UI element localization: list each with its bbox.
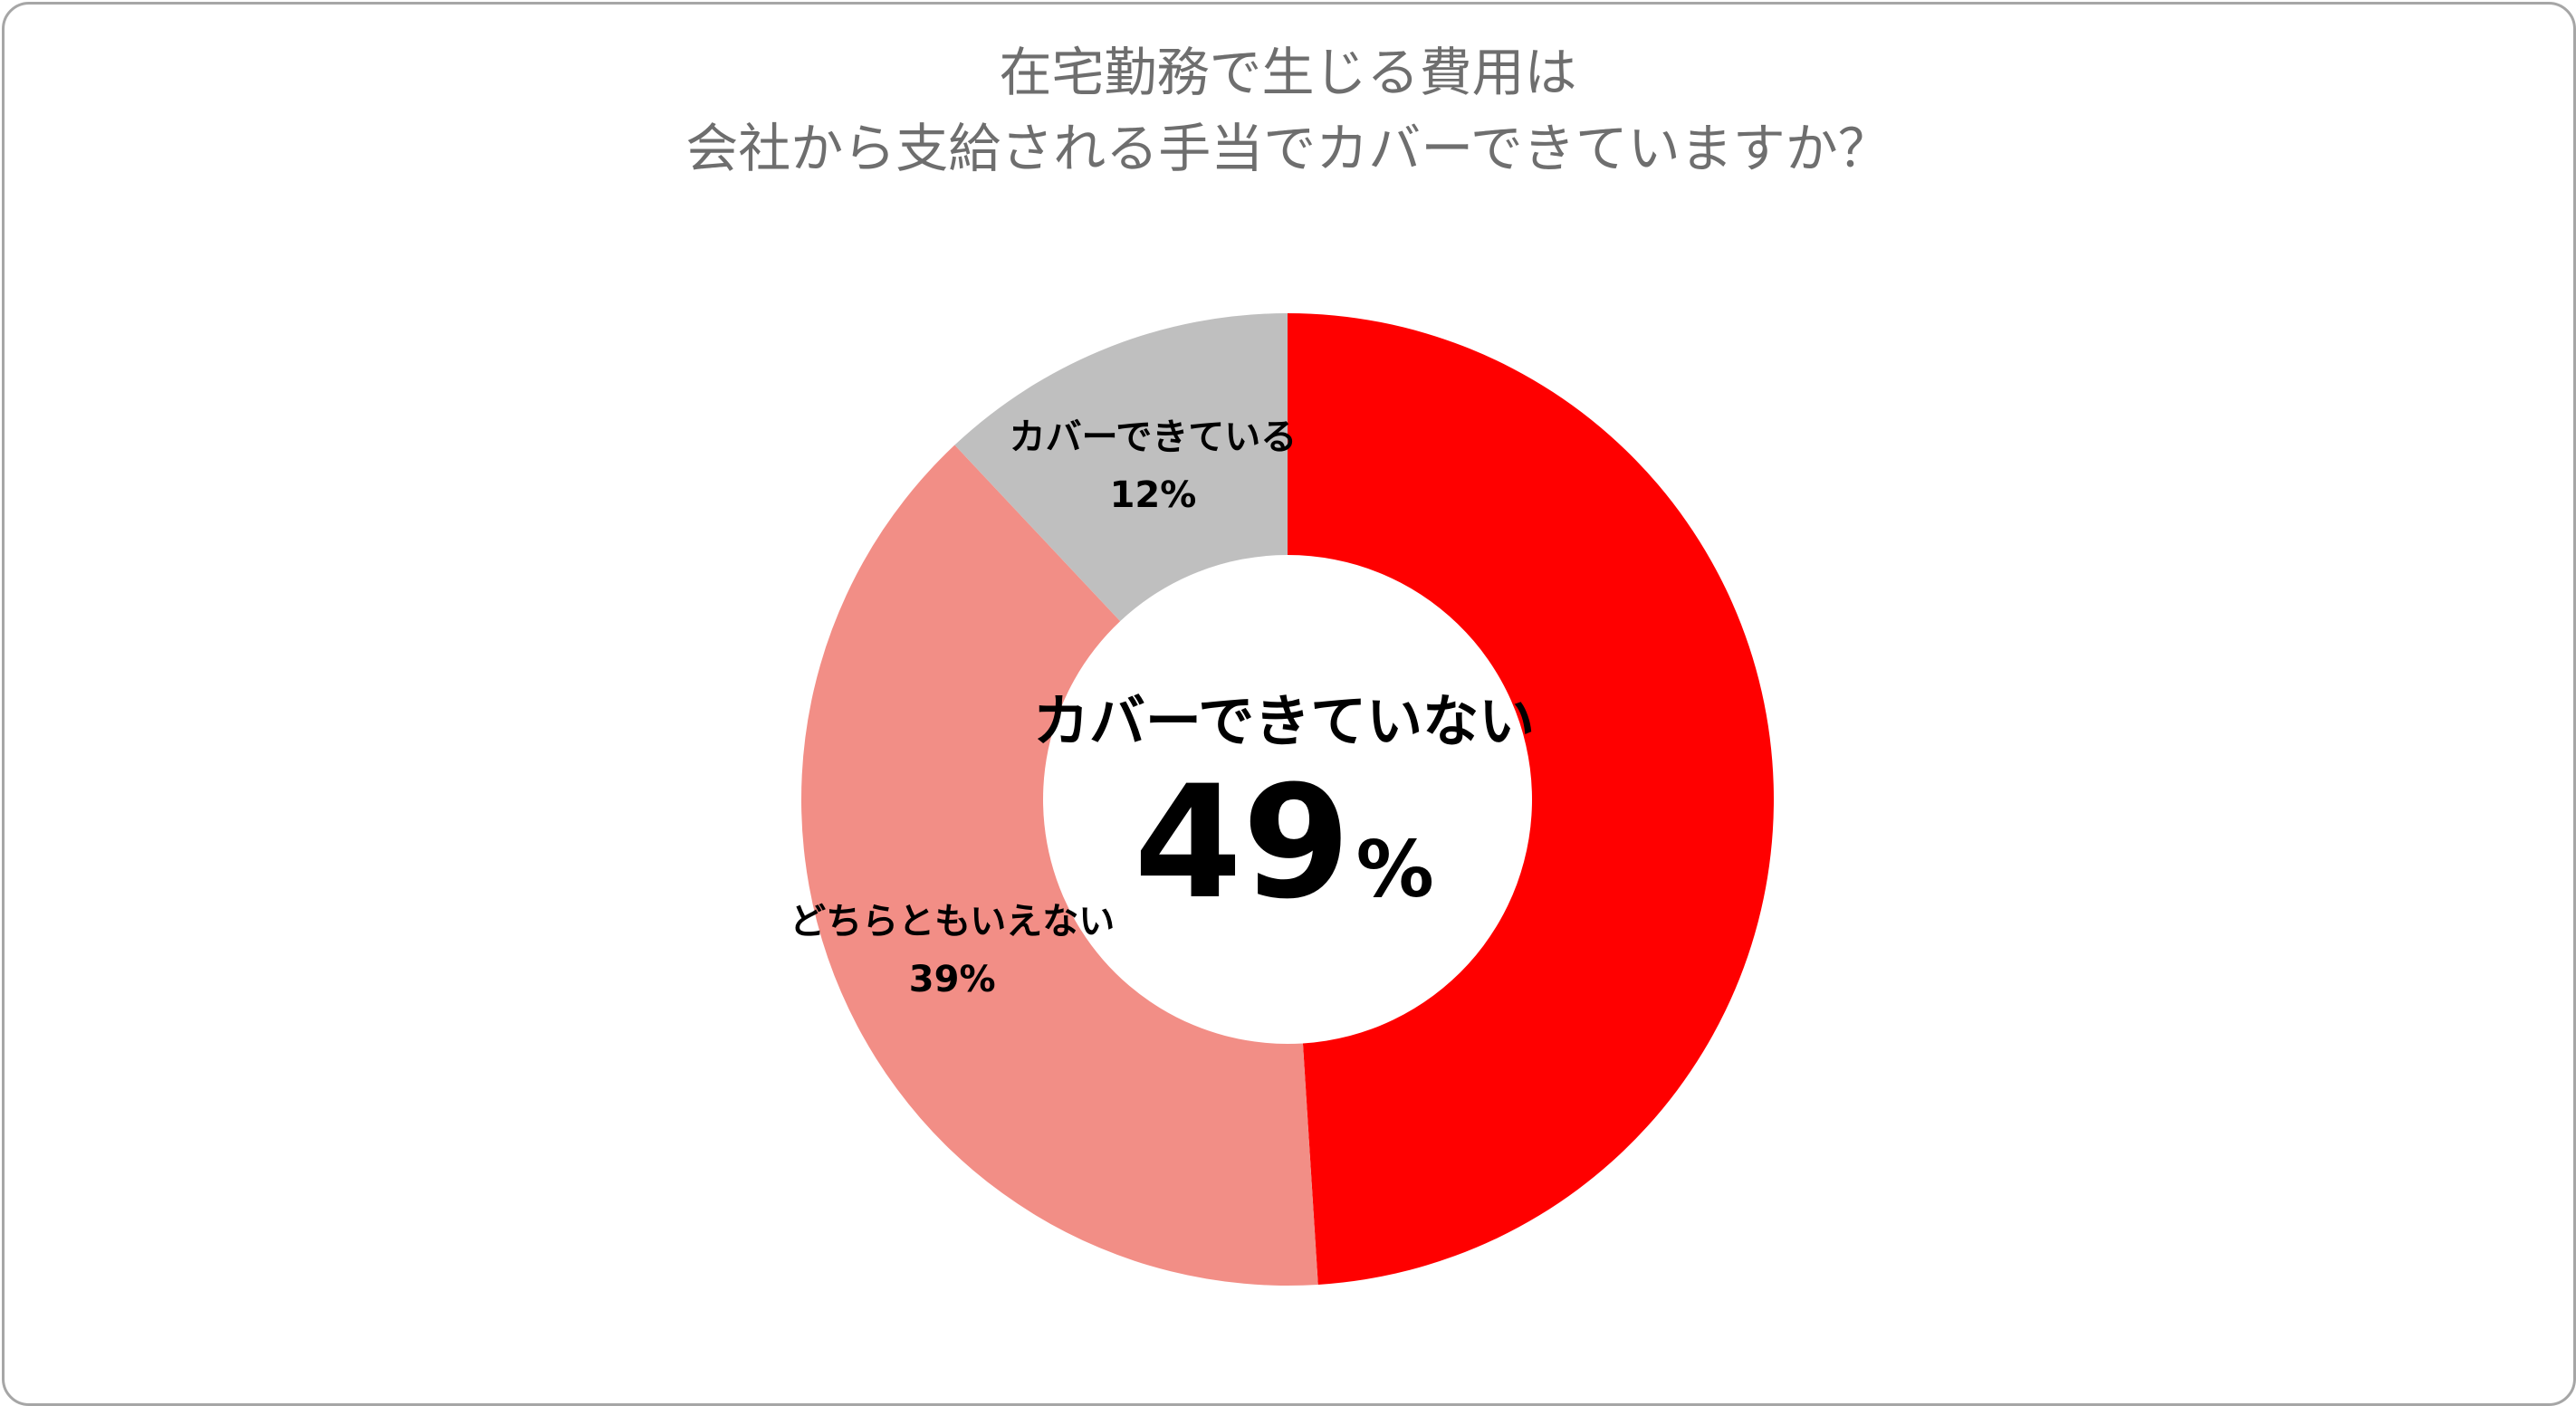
chart-title-line-2: 会社から支給される手当でカバーできていますか？ [685,118,1891,179]
donut-labels: どちらともいえない 39% カバーできている 12% [790,416,1297,1000]
data-label-percent-2: 12% [1110,474,1197,516]
center-value: 49% [1134,751,1434,933]
donut-slice-0 [1288,313,1774,1285]
center-label: カバーできていない [1033,688,1535,754]
center-value-number: 49 [1134,751,1350,933]
data-label-category-2: カバーできている [1010,416,1298,458]
center-value-unit: % [1356,825,1434,915]
donut-slice-1 [801,445,1318,1286]
data-label-category-1: どちらともいえない [790,901,1115,942]
donut-slices [801,313,1774,1286]
donut-slice-2 [954,313,1288,622]
data-label-percent-1: 39% [909,959,996,1000]
chart-title: 在宅勤務で生じる費用は 会社から支給される手当でカバーできていますか？ [0,34,2576,187]
chart-title-line-1: 在宅勤務で生じる費用は [999,42,1577,103]
